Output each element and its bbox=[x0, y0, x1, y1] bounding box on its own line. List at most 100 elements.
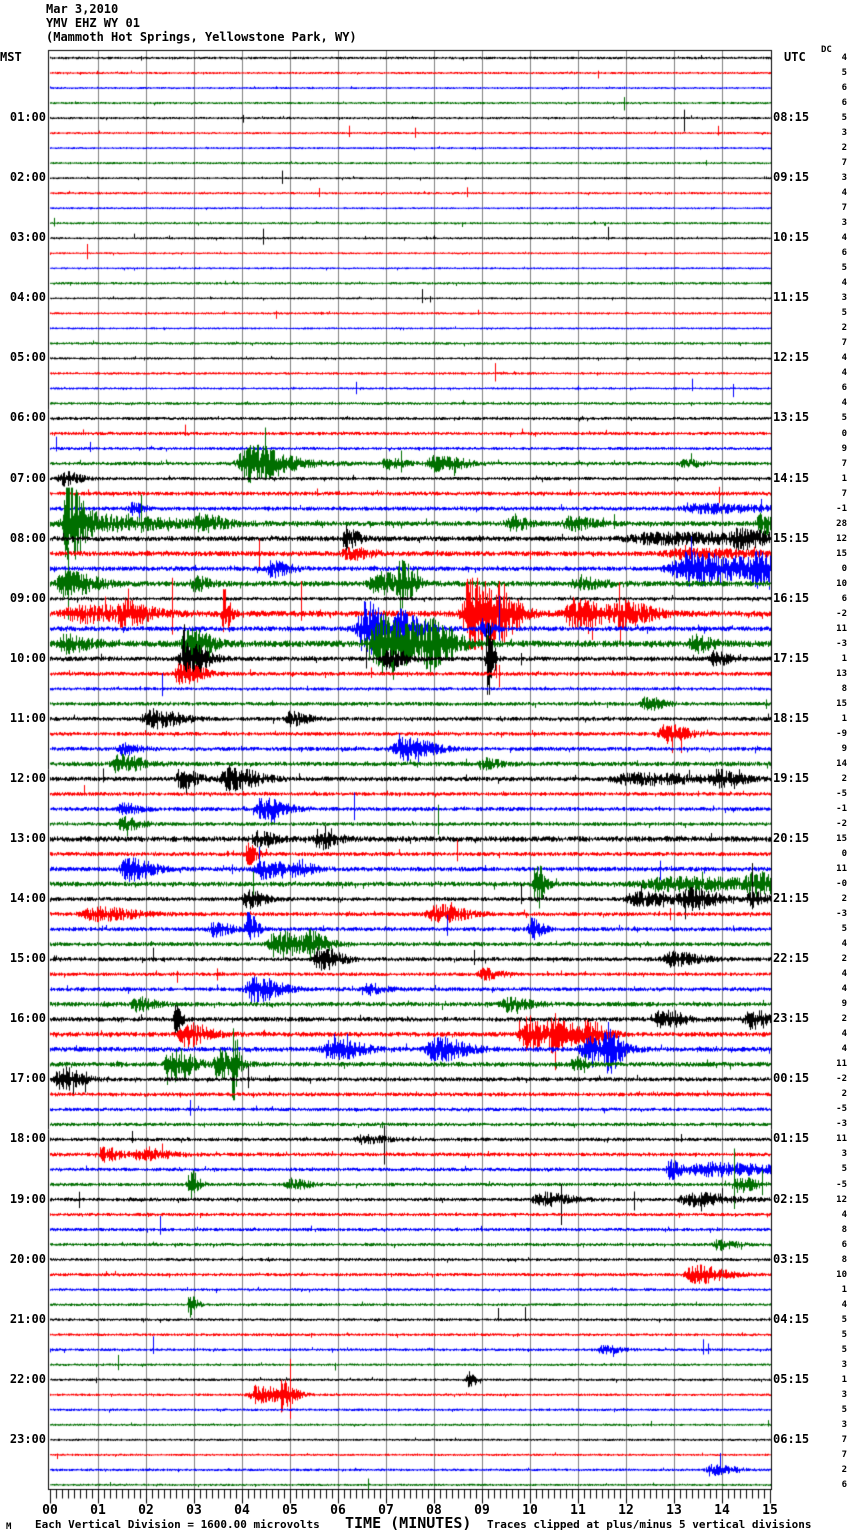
right-axis-label: UTC bbox=[784, 50, 806, 64]
x-axis-title: TIME (MINUTES) bbox=[345, 1514, 472, 1532]
dc-value: 11 bbox=[836, 1059, 847, 1070]
minute-label: 06 bbox=[330, 1503, 346, 1518]
dc-value: 9 bbox=[841, 999, 847, 1010]
dc-value: 5 bbox=[841, 68, 847, 79]
dc-value: 15 bbox=[836, 698, 847, 709]
dc-value: 9 bbox=[841, 743, 847, 754]
dc-value: -9 bbox=[836, 728, 847, 739]
utc-hour-label: 06:15 bbox=[773, 1431, 810, 1446]
dc-value: -0 bbox=[836, 879, 847, 890]
mst-hour-label: 16:00 bbox=[9, 1011, 46, 1026]
dc-value: 2 bbox=[841, 323, 847, 334]
minute-label: 07 bbox=[378, 1503, 394, 1518]
dc-value: -5 bbox=[836, 788, 847, 799]
dc-value: 1 bbox=[841, 1284, 847, 1295]
dc-value: 3 bbox=[841, 218, 847, 229]
dc-value: 15 bbox=[836, 834, 847, 845]
mst-hour-label: 19:00 bbox=[9, 1191, 46, 1206]
dc-value: 5 bbox=[841, 924, 847, 935]
dc-value: 1 bbox=[841, 653, 847, 664]
dc-value: 5 bbox=[841, 1329, 847, 1340]
dc-value: 12 bbox=[836, 533, 847, 544]
utc-hour-label: 18:15 bbox=[773, 710, 810, 725]
dc-value: 6 bbox=[841, 1479, 847, 1490]
dc-value: 7 bbox=[841, 1449, 847, 1460]
dc-value: 3 bbox=[841, 1389, 847, 1400]
mst-hour-label: 17:00 bbox=[9, 1071, 46, 1086]
minute-label: 04 bbox=[234, 1503, 250, 1518]
mst-hour-label: 10:00 bbox=[9, 650, 46, 665]
mst-hour-label: 23:00 bbox=[9, 1431, 46, 1446]
dc-value: 12 bbox=[836, 1194, 847, 1205]
dc-value: 13 bbox=[836, 668, 847, 679]
mst-hour-label: 13:00 bbox=[9, 831, 46, 846]
mst-hour-label: 05:00 bbox=[9, 350, 46, 365]
dc-value: 7 bbox=[841, 458, 847, 469]
minute-label: 08 bbox=[426, 1503, 442, 1518]
utc-hour-label: 10:15 bbox=[773, 230, 810, 245]
dc-value: 8 bbox=[841, 1254, 847, 1265]
utc-hour-label: 08:15 bbox=[773, 110, 810, 125]
utc-hour-label: 00:15 bbox=[773, 1071, 810, 1086]
dc-value: 6 bbox=[841, 248, 847, 259]
dc-value: 2 bbox=[841, 773, 847, 784]
dc-value: 9 bbox=[841, 443, 847, 454]
dc-value: 7 bbox=[841, 158, 847, 169]
dc-value: 1 bbox=[841, 473, 847, 484]
dc-value: 4 bbox=[841, 1299, 847, 1310]
dc-value: 4 bbox=[841, 1209, 847, 1220]
dc-value: 4 bbox=[841, 368, 847, 379]
mst-hour-label: 21:00 bbox=[9, 1311, 46, 1326]
dc-value: 28 bbox=[836, 518, 847, 529]
utc-hour-label: 15:15 bbox=[773, 530, 810, 545]
dc-value: 6 bbox=[841, 593, 847, 604]
dc-value: -5 bbox=[836, 1104, 847, 1115]
utc-hour-label: 14:15 bbox=[773, 470, 810, 485]
mst-hour-label: 06:00 bbox=[9, 410, 46, 425]
dc-value: 8 bbox=[841, 1224, 847, 1235]
utc-hour-label: 01:15 bbox=[773, 1131, 810, 1146]
mst-hour-label: 01:00 bbox=[9, 110, 46, 125]
minute-label: 02 bbox=[138, 1503, 154, 1518]
mst-hour-label: 11:00 bbox=[9, 710, 46, 725]
utc-hour-label: 21:15 bbox=[773, 891, 810, 906]
dc-value: 4 bbox=[841, 188, 847, 199]
dc-value: -2 bbox=[836, 608, 847, 619]
dc-value: 6 bbox=[841, 383, 847, 394]
dc-value: -3 bbox=[836, 638, 847, 649]
dc-value: 7 bbox=[841, 488, 847, 499]
dc-value: 5 bbox=[841, 1164, 847, 1175]
utc-hour-label: 23:15 bbox=[773, 1011, 810, 1026]
utc-hour-label: 12:15 bbox=[773, 350, 810, 365]
dc-value: -3 bbox=[836, 1119, 847, 1130]
dc-value: 4 bbox=[841, 278, 847, 289]
minute-label: 10 bbox=[522, 1503, 538, 1518]
dc-value: 6 bbox=[841, 1239, 847, 1250]
mst-hour-label: 15:00 bbox=[9, 951, 46, 966]
header-station: YMV EHZ WY 01 bbox=[46, 16, 140, 30]
logo-mark: M bbox=[6, 1522, 12, 1532]
mst-hour-label: 12:00 bbox=[9, 770, 46, 785]
dc-value: -1 bbox=[836, 503, 847, 514]
dc-value: -5 bbox=[836, 1179, 847, 1190]
dc-value: 7 bbox=[841, 338, 847, 349]
mst-hour-label: 09:00 bbox=[9, 590, 46, 605]
dc-value: 7 bbox=[841, 203, 847, 214]
utc-hour-label: 16:15 bbox=[773, 590, 810, 605]
dc-value: -2 bbox=[836, 819, 847, 830]
dc-value: 5 bbox=[841, 1404, 847, 1415]
dc-value: 5 bbox=[841, 308, 847, 319]
dc-value: 5 bbox=[841, 1344, 847, 1355]
dc-value: 11 bbox=[836, 864, 847, 875]
utc-hour-label: 13:15 bbox=[773, 410, 810, 425]
mst-hour-label: 03:00 bbox=[9, 230, 46, 245]
utc-hour-label: 11:15 bbox=[773, 290, 810, 305]
minute-label: 01 bbox=[90, 1503, 106, 1518]
minute-label: 11 bbox=[570, 1503, 586, 1518]
dc-value: 7 bbox=[841, 1434, 847, 1445]
dc-value: 4 bbox=[841, 984, 847, 995]
minute-label: 09 bbox=[474, 1503, 490, 1518]
dc-value: 15 bbox=[836, 548, 847, 559]
